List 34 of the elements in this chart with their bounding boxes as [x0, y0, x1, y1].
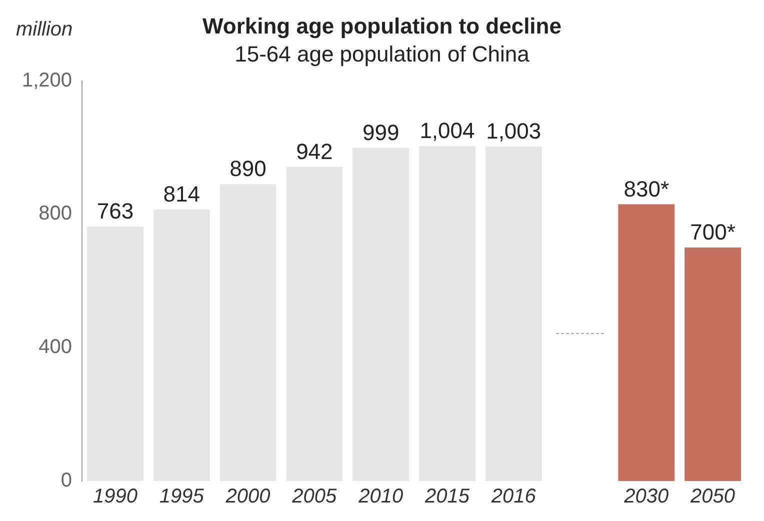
bar [153, 210, 210, 481]
x-tick-label: 1995 [159, 486, 205, 508]
bar [419, 146, 476, 481]
data-label: 700* [690, 220, 736, 245]
bar [220, 184, 276, 481]
bar [684, 248, 742, 481]
bar [618, 204, 675, 481]
x-tick-label: 2010 [358, 486, 404, 508]
y-axis-title: million [16, 18, 73, 41]
data-label: 1,003 [486, 118, 542, 144]
data-label: 763 [96, 198, 134, 224]
data-label: 830* [624, 176, 670, 202]
chart-title: Working age population to decline [202, 13, 562, 38]
data-label: 942 [296, 138, 333, 164]
y-tick-label: 0 [60, 470, 72, 492]
x-tick-label: 2050 [690, 486, 736, 508]
data-label: 814 [163, 182, 200, 207]
x-tick-label: 2015 [424, 486, 470, 508]
data-label: 999 [362, 120, 400, 145]
data-label: 890 [230, 156, 266, 182]
y-tick-label: 400 [38, 336, 72, 358]
x-tick-label: 2016 [490, 486, 537, 508]
y-tick-label: 1,200 [22, 69, 72, 92]
y-tick-label: 800 [38, 202, 72, 225]
bar [352, 148, 410, 481]
x-tick-label: 1990 [92, 486, 138, 508]
chart-subtitle: 15-64 age population of China [234, 42, 530, 67]
bar [485, 146, 542, 481]
x-tick-label: 2000 [224, 486, 270, 508]
data-label: 1,004 [420, 118, 475, 144]
bar [87, 226, 144, 481]
x-tick-label: 2030 [623, 486, 669, 508]
x-tick-label: 2005 [291, 486, 338, 508]
bar [286, 166, 343, 481]
